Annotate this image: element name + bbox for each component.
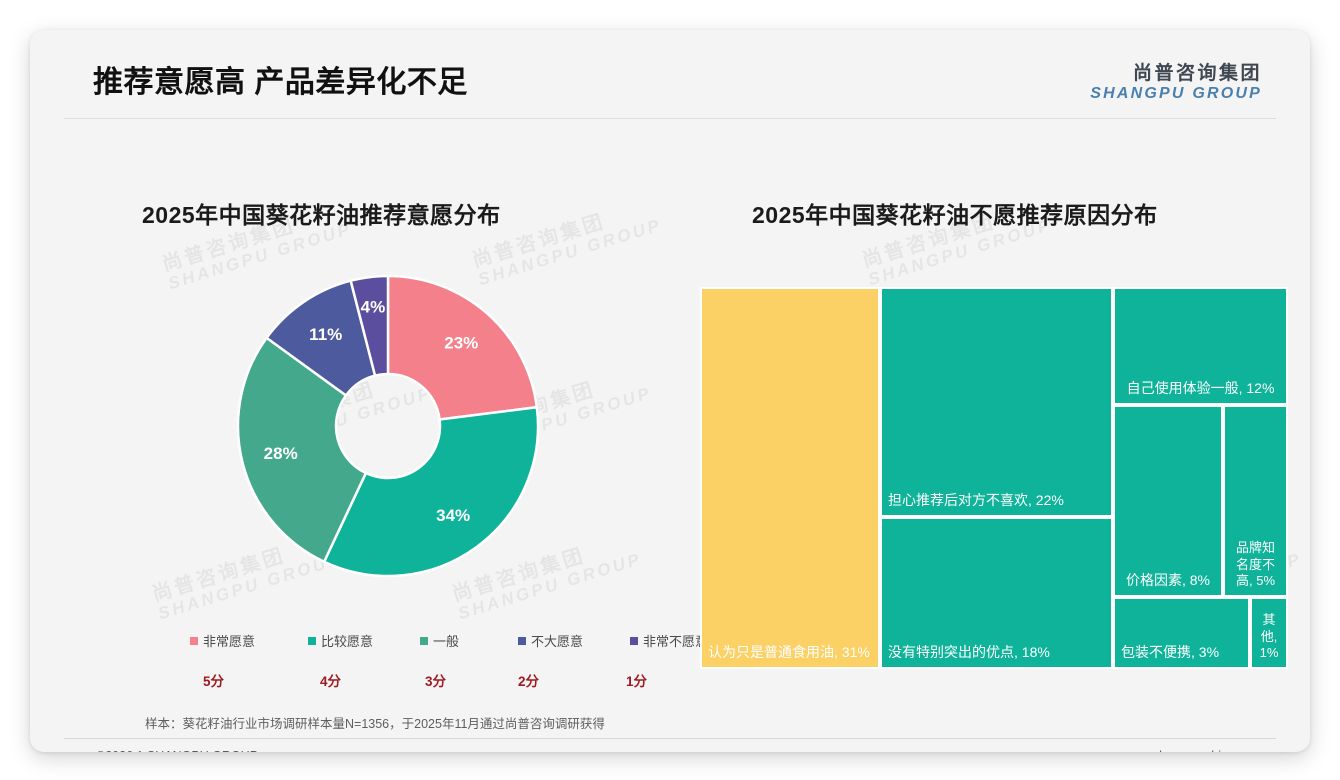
header-divider: [64, 118, 1276, 119]
treemap-cell-label: 担心推荐后对方不喜欢, 22%: [888, 491, 1064, 508]
treemap-cell-担心推荐后对方不喜欢[interactable]: 担心推荐后对方不喜欢, 22%: [880, 287, 1113, 517]
brand-logo: 尚普咨询集团 SHANGPU GROUP: [1090, 64, 1262, 103]
footer-divider: [64, 738, 1276, 739]
score-label-4分: 4分: [320, 674, 342, 689]
left-chart-title: 2025年中国葵花籽油推荐意愿分布: [142, 202, 501, 228]
treemap-chart: 认为只是普通食用油, 31% 担心推荐后对方不喜欢, 22% 没有特别突出的优点, …: [700, 287, 1288, 669]
legend-label: 非常不愿意: [643, 634, 709, 649]
donut-slice-label: 34%: [436, 506, 470, 525]
right-chart-title: 2025年中国葵花籽油不愿推荐原因分布: [752, 202, 1158, 228]
legend-item-非常不愿意[interactable]: 非常不愿意: [630, 631, 708, 650]
score-label-5分: 5分: [203, 674, 225, 689]
treemap-cell-自己使用体验一般[interactable]: 自己使用体验一般, 12%: [1113, 287, 1288, 405]
treemap-cell-label: 自己使用体验一般, 12%: [1126, 379, 1275, 396]
donut-slice-非常不愿意[interactable]: [349, 274, 390, 378]
header: 推荐意愿高 产品差异化不足 尚普咨询集团 SHANGPU GROUP: [30, 30, 1310, 120]
logo-cn-text: 尚普咨询集团: [1132, 63, 1262, 84]
donut-slice-label: 28%: [264, 444, 298, 463]
donut-slice-label: 23%: [444, 333, 478, 352]
legend-swatch-icon: [420, 636, 428, 645]
treemap-cell-其他[interactable]: 其他, 1%: [1250, 597, 1288, 669]
treemap-cell-label: 包装不便携, 3%: [1121, 643, 1220, 660]
legend-swatch-icon: [630, 636, 638, 645]
footer-website[interactable]: www.shangpu-china.com: [1123, 749, 1262, 752]
treemap-cell-label: 其他, 1%: [1259, 612, 1279, 660]
treemap-cell-label: 品牌知名度不高, 5%: [1235, 540, 1275, 588]
donut-slice-label: 4%: [361, 297, 386, 316]
donut-slice-一般[interactable]: [236, 336, 368, 564]
sample-footnote: 样本：葵花籽油行业市场调研样本量N=1356，于2025年11月通过尚普咨询调研…: [145, 717, 605, 731]
legend-item-一般[interactable]: 一般: [420, 631, 459, 650]
legend-item-不大愿意[interactable]: 不大愿意: [518, 631, 583, 650]
treemap-cell-包装不便携[interactable]: 包装不便携, 3%: [1113, 597, 1250, 669]
legend-label: 不大愿意: [531, 634, 584, 649]
score-label-2分: 2分: [518, 674, 540, 689]
legend-label: 非常愿意: [203, 634, 256, 649]
legend-item-非常愿意[interactable]: 非常愿意: [190, 631, 255, 650]
legend-swatch-icon: [518, 636, 526, 645]
treemap-cell-认为只是普通食用油[interactable]: 认为只是普通食用油, 31%: [700, 287, 880, 669]
treemap-cell-label: 认为只是普通食用油, 31%: [708, 643, 870, 660]
donut-svg: 23% 34% 28% 11% 4%: [236, 274, 540, 578]
donut-legend: 非常愿意 比较愿意 一般 不大愿意 非常不愿意: [168, 631, 708, 653]
donut-slice-比较愿意[interactable]: [322, 405, 540, 578]
score-scale-row: 5分 4分 3分 2分 1分: [168, 670, 688, 692]
donut-chart: 23% 34% 28% 11% 4%: [182, 252, 594, 612]
legend-swatch-icon: [190, 636, 198, 645]
legend-label: 一般: [433, 634, 460, 649]
score-label-1分: 1分: [626, 674, 648, 689]
donut-slice-不大愿意[interactable]: [264, 279, 377, 398]
slide-card: 尚普咨询集团 SHANGPU GROUP 尚普咨询集团 SHANGPU GROU…: [30, 30, 1310, 752]
treemap-cell-label: 价格因素, 8%: [1125, 571, 1210, 588]
donut-slice-labels: 23% 34% 28% 11% 4%: [264, 297, 479, 525]
legend-swatch-icon: [308, 636, 316, 645]
treemap-cell-没有特别突出的优点[interactable]: 没有特别突出的优点, 18%: [880, 517, 1113, 669]
page-title: 推荐意愿高 产品差异化不足: [93, 66, 468, 99]
legend-label: 比较愿意: [321, 634, 374, 649]
treemap-cell-品牌知名度不高[interactable]: 品牌知名度不高, 5%: [1223, 405, 1288, 597]
footer-copyright: ©2026.1 SHANGPU GROUP: [96, 749, 258, 752]
donut-slice-非常愿意[interactable]: [386, 274, 539, 421]
donut-slices: [236, 274, 540, 578]
donut-slice-label: 11%: [309, 325, 342, 344]
treemap-cell-价格因素[interactable]: 价格因素, 8%: [1113, 405, 1223, 597]
score-label-3分: 3分: [425, 674, 447, 689]
treemap-cell-label: 没有特别突出的优点, 18%: [888, 643, 1050, 660]
logo-en-text: SHANGPU GROUP: [1090, 84, 1262, 102]
legend-item-比较愿意[interactable]: 比较愿意: [308, 631, 373, 650]
